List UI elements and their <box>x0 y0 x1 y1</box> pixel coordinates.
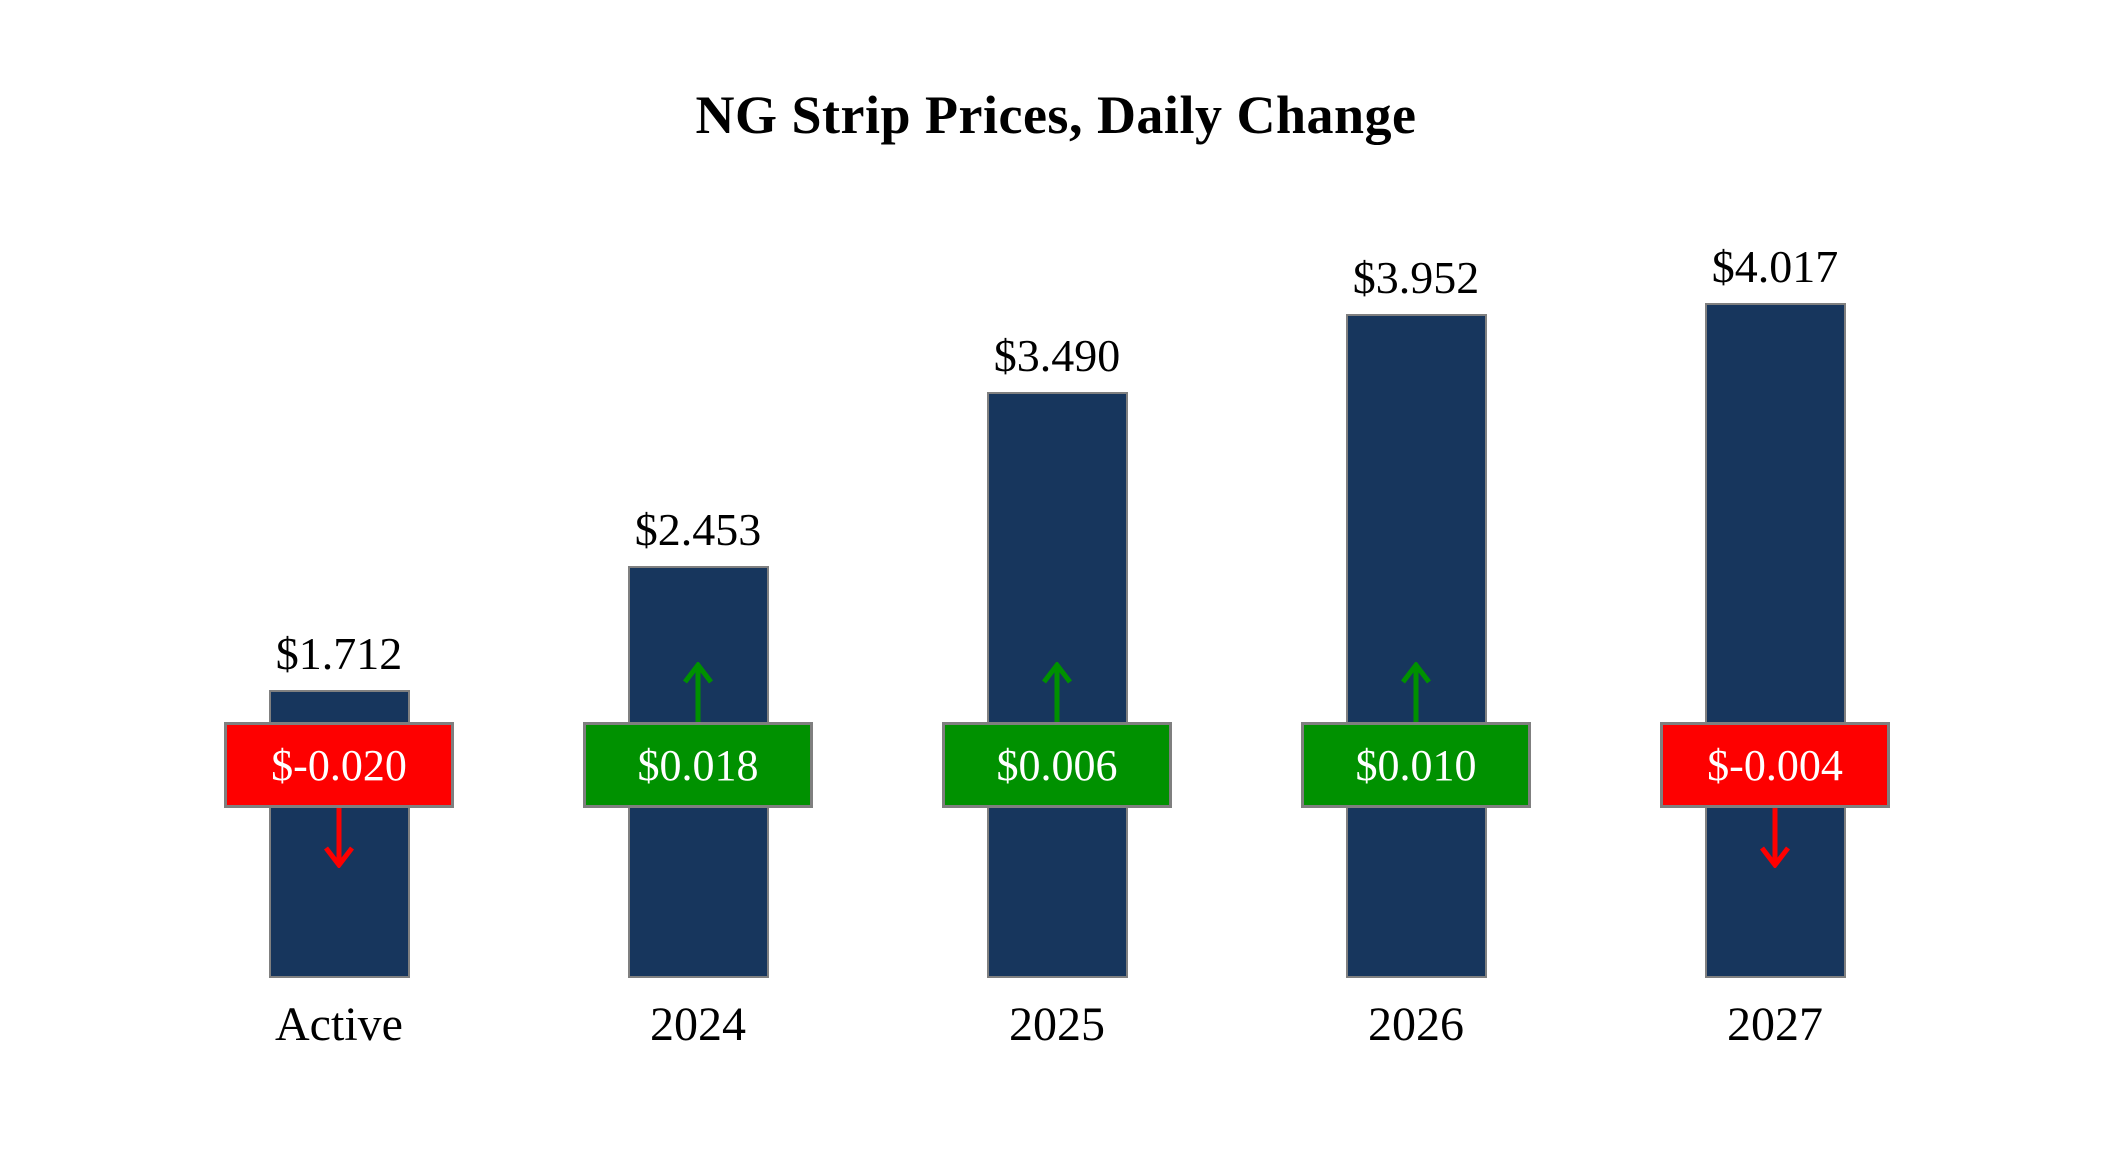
bar <box>627 566 769 978</box>
daily-change-badge: $-0.020 <box>224 722 454 808</box>
bar-value-label: $2.453 <box>634 504 762 555</box>
bar <box>986 392 1128 978</box>
category-label: 2026 <box>1368 998 1464 1051</box>
bar-value-label: $3.952 <box>1352 252 1480 303</box>
bar <box>1704 303 1846 978</box>
category-label: 2025 <box>1009 998 1105 1051</box>
up-arrow-icon <box>1042 662 1072 722</box>
bar-value-label: $3.490 <box>993 330 1121 381</box>
down-arrow-icon <box>324 808 354 868</box>
down-arrow-icon <box>1760 808 1790 868</box>
up-arrow-icon <box>683 662 713 722</box>
category-label: 2027 <box>1727 998 1823 1051</box>
bar <box>1345 314 1487 978</box>
daily-change-badge: $0.006 <box>942 722 1172 808</box>
daily-change-badge: $-0.004 <box>1660 722 1890 808</box>
chart-title: NG Strip Prices, Daily Change <box>695 85 1417 145</box>
bar <box>268 690 410 978</box>
bar-value-label: $4.017 <box>1711 241 1839 292</box>
bar-value-label: $1.712 <box>275 628 403 679</box>
daily-change-badge: $0.018 <box>583 722 813 808</box>
category-label: Active <box>275 998 403 1051</box>
up-arrow-icon <box>1401 662 1431 722</box>
daily-change-badge: $0.010 <box>1301 722 1531 808</box>
category-label: 2024 <box>650 998 746 1051</box>
